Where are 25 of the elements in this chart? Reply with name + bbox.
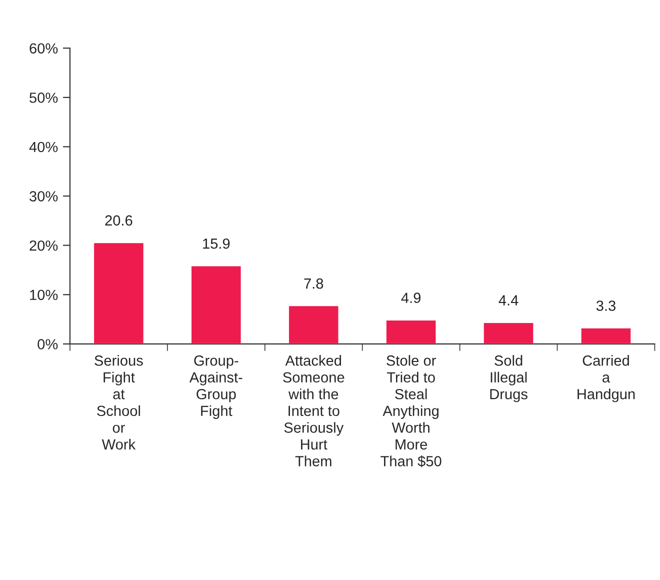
- y-tick-label: 60%: [30, 43, 58, 54]
- y-tick-label: 10%: [30, 290, 58, 300]
- x-tick-label: Sold Illegal Drugs: [490, 355, 528, 402]
- x-tick-label: Serious Fight at School or Work: [94, 355, 143, 450]
- data-label: 4.9: [401, 292, 421, 304]
- bar: [92, 242, 145, 344]
- data-label: 7.8: [304, 278, 324, 289]
- data-label: 15.9: [203, 238, 230, 249]
- x-tick-label: Carried a Handgun: [578, 355, 635, 402]
- y-tick-label: 30%: [30, 191, 58, 202]
- bar: [385, 319, 438, 344]
- data-label: 3.3: [596, 300, 616, 311]
- data-label: 20.6: [105, 215, 132, 226]
- bar: [482, 322, 535, 344]
- y-tick-label: 20%: [30, 240, 58, 251]
- bar: [288, 304, 340, 344]
- x-tick-label: Stole or Tried to Steal Anything Worth More Than $50: [380, 355, 442, 468]
- y-tick-label: 0%: [38, 339, 58, 350]
- x-tick-label: Group- Against- Group Fight: [189, 355, 242, 419]
- bar: [580, 326, 632, 344]
- data-label: 4.4: [498, 295, 518, 306]
- bar: [190, 264, 242, 344]
- x-tick-label: Attacked Someone with the Intent to Seriously Hurt Them: [283, 355, 344, 466]
- y-tick-label: 50%: [30, 92, 58, 103]
- y-tick-label: 40%: [29, 142, 58, 152]
